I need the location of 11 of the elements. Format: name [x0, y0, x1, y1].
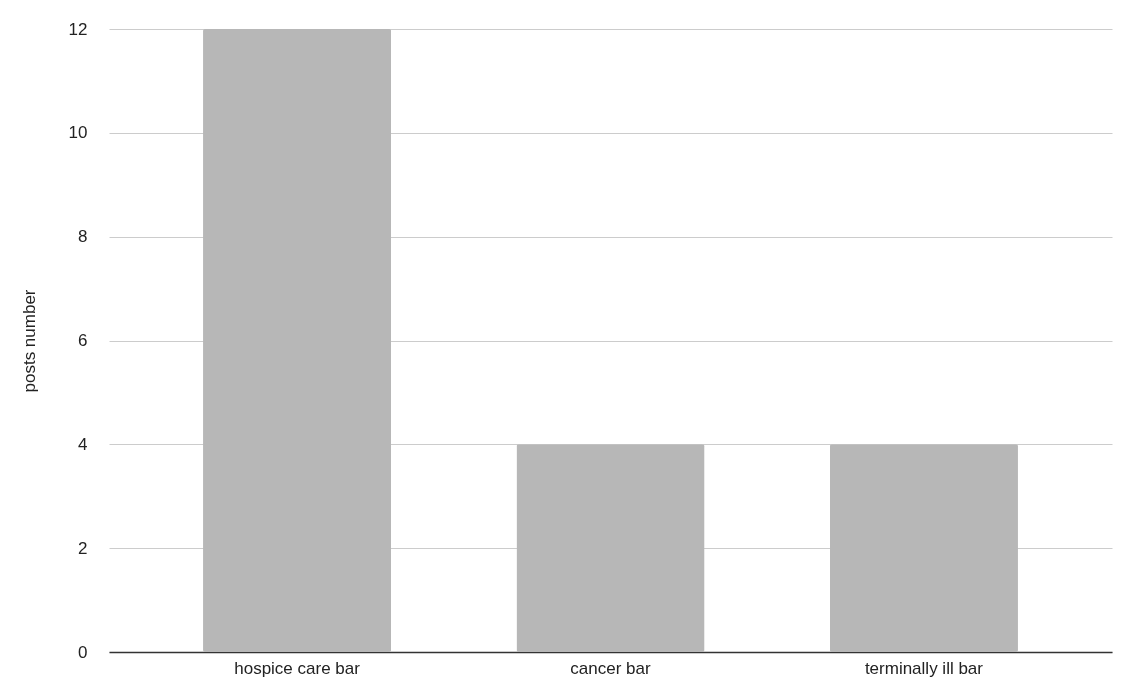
- y-tick-label: 6: [78, 331, 88, 350]
- x-tick-label: terminally ill bar: [864, 658, 984, 678]
- y-tick-label: 12: [68, 19, 88, 39]
- y-axis-title: posts number: [19, 289, 39, 393]
- y-tick-label: 10: [68, 123, 88, 143]
- y-tick-label: 2: [78, 538, 88, 558]
- x-tick-label: cancer bar: [570, 658, 651, 678]
- y-tick-label: 4: [78, 434, 88, 454]
- y-tick-label: 0: [78, 642, 88, 662]
- x-tick-label: hospice care bar: [234, 658, 361, 678]
- y-tick-label: 8: [78, 227, 88, 247]
